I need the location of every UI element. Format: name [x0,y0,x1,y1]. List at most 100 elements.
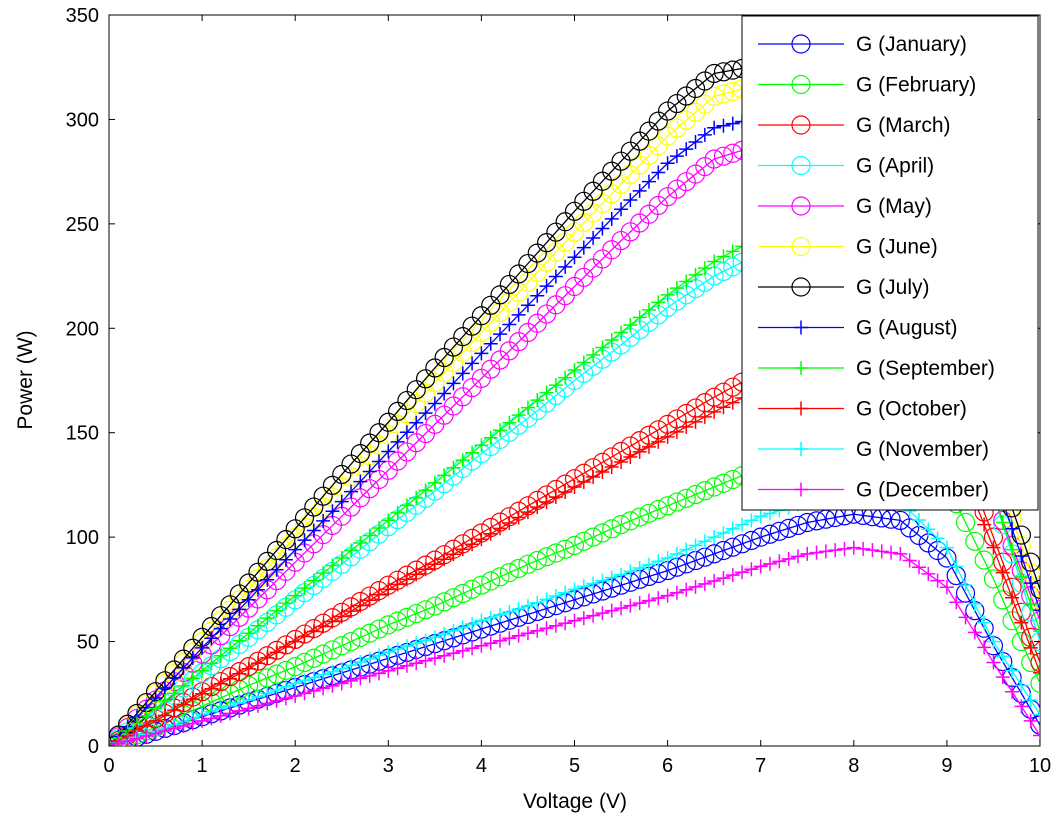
x-tick-label: 10 [1029,755,1051,777]
data-point [1023,596,1038,611]
data-point [297,673,312,688]
data-point [306,670,321,685]
data-point [902,553,917,568]
data-point [250,656,265,671]
data-point [157,723,172,738]
data-point [713,473,734,493]
data-point [213,676,228,691]
data-point [297,581,312,596]
legend-label: G (June) [856,236,938,259]
data-point [316,681,331,696]
data-point [390,661,405,676]
data-point [911,513,926,528]
data-point [695,481,715,501]
data-point [791,196,811,216]
x-tick-label: 7 [755,755,766,777]
data-point [269,693,284,708]
data-point [669,281,684,296]
data-point [679,419,694,434]
data-point [334,609,349,624]
data-point [716,525,731,540]
data-point [548,490,563,505]
y-axis-label: Power (W) [14,330,37,429]
data-point [371,666,386,681]
data-point [1023,576,1038,591]
y-tick-label: 0 [88,736,99,758]
data-point [474,438,489,453]
data-point [539,385,554,400]
data-point [716,118,731,133]
data-point [427,396,442,411]
data-point [344,604,359,619]
legend-label: G (July) [856,276,930,299]
data-point [288,688,303,703]
data-point [707,120,722,135]
data-point [965,531,985,551]
data-point [713,84,734,104]
data-point [576,355,591,370]
data-point [744,562,759,577]
data-point [409,656,424,671]
data-point [434,592,454,612]
data-point [651,591,666,606]
data-point [884,545,899,560]
data-point [760,524,780,544]
data-point [223,671,238,686]
data-point [794,482,808,497]
data-point [632,561,647,576]
data-point [362,464,377,479]
data-point [576,240,591,255]
legend-label: G (December) [856,479,989,502]
legend-label: G (April) [856,155,934,178]
data-point [241,701,256,716]
data-point [660,156,675,171]
data-point [381,444,396,459]
data-point [536,547,557,567]
legend-label: G (March) [856,114,951,137]
data-point [157,680,172,695]
y-tick-label: 350 [66,5,99,27]
data-point [641,174,656,189]
data-point [1033,624,1040,639]
data-point [446,547,461,562]
data-point [753,509,768,524]
data-point [611,515,631,535]
data-point [204,656,219,671]
data-point [344,658,359,673]
data-point [185,671,200,686]
data-point [223,706,238,721]
data-point [297,686,312,701]
legend-label: G (May) [856,195,932,218]
data-point [716,249,731,264]
data-point [213,648,228,663]
data-point [409,636,424,651]
legend-item: G (June) [758,236,938,259]
data-point [648,499,668,520]
x-tick-label: 1 [197,755,208,777]
data-point [241,626,256,641]
data-point [716,571,731,586]
data-point [306,523,321,538]
data-point [437,468,452,483]
data-point [288,588,303,603]
data-point [520,599,535,614]
data-point [713,540,734,561]
data-point [167,721,182,736]
data-point [614,567,629,582]
data-point [995,515,1010,530]
data-point [465,537,480,552]
data-point [651,554,666,569]
data-point [592,523,613,543]
data-point [371,648,386,663]
data-point [409,415,424,430]
data-point [511,601,526,616]
data-point [360,623,380,643]
data-point [623,193,638,208]
data-point [520,400,535,415]
data-point [558,616,573,631]
y-tick-label: 200 [66,318,99,340]
data-point [630,507,650,527]
data-point [614,325,629,340]
data-point [791,74,811,95]
